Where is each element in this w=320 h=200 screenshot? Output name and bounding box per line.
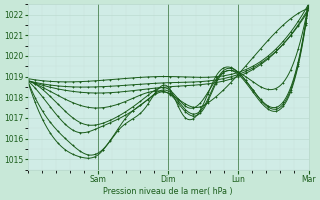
X-axis label: Pression niveau de la mer( hPa ): Pression niveau de la mer( hPa ): [103, 187, 233, 196]
